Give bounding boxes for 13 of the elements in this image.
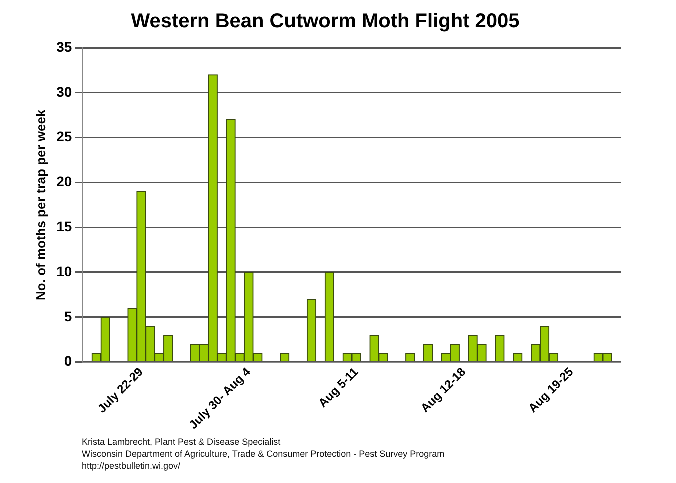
chart-title: Western Bean Cutworm Moth Flight 2005 bbox=[131, 10, 520, 33]
text: http://pestbulletin.wi.gov/ bbox=[82, 460, 182, 472]
text: Wisconsin Department of Agriculture, Trade & Consumer Protection - Pest Survey Program bbox=[82, 448, 445, 460]
y-tick-label: 10 bbox=[56, 263, 72, 280]
y-axis-title: No. of moths per trap per week bbox=[33, 109, 48, 300]
text: Krista Lambrecht, Plant Pest & Disease Specialist bbox=[82, 436, 282, 448]
y-tick-label: 30 bbox=[56, 84, 72, 100]
y-tick-label: 0 bbox=[64, 353, 72, 370]
y-tick-label: 5 bbox=[64, 308, 72, 324]
y-tick-label: 25 bbox=[56, 128, 72, 145]
y-tick-label: 35 bbox=[56, 38, 72, 55]
y-tick-label: 15 bbox=[56, 218, 72, 234]
y-tick-label: 20 bbox=[56, 174, 72, 190]
